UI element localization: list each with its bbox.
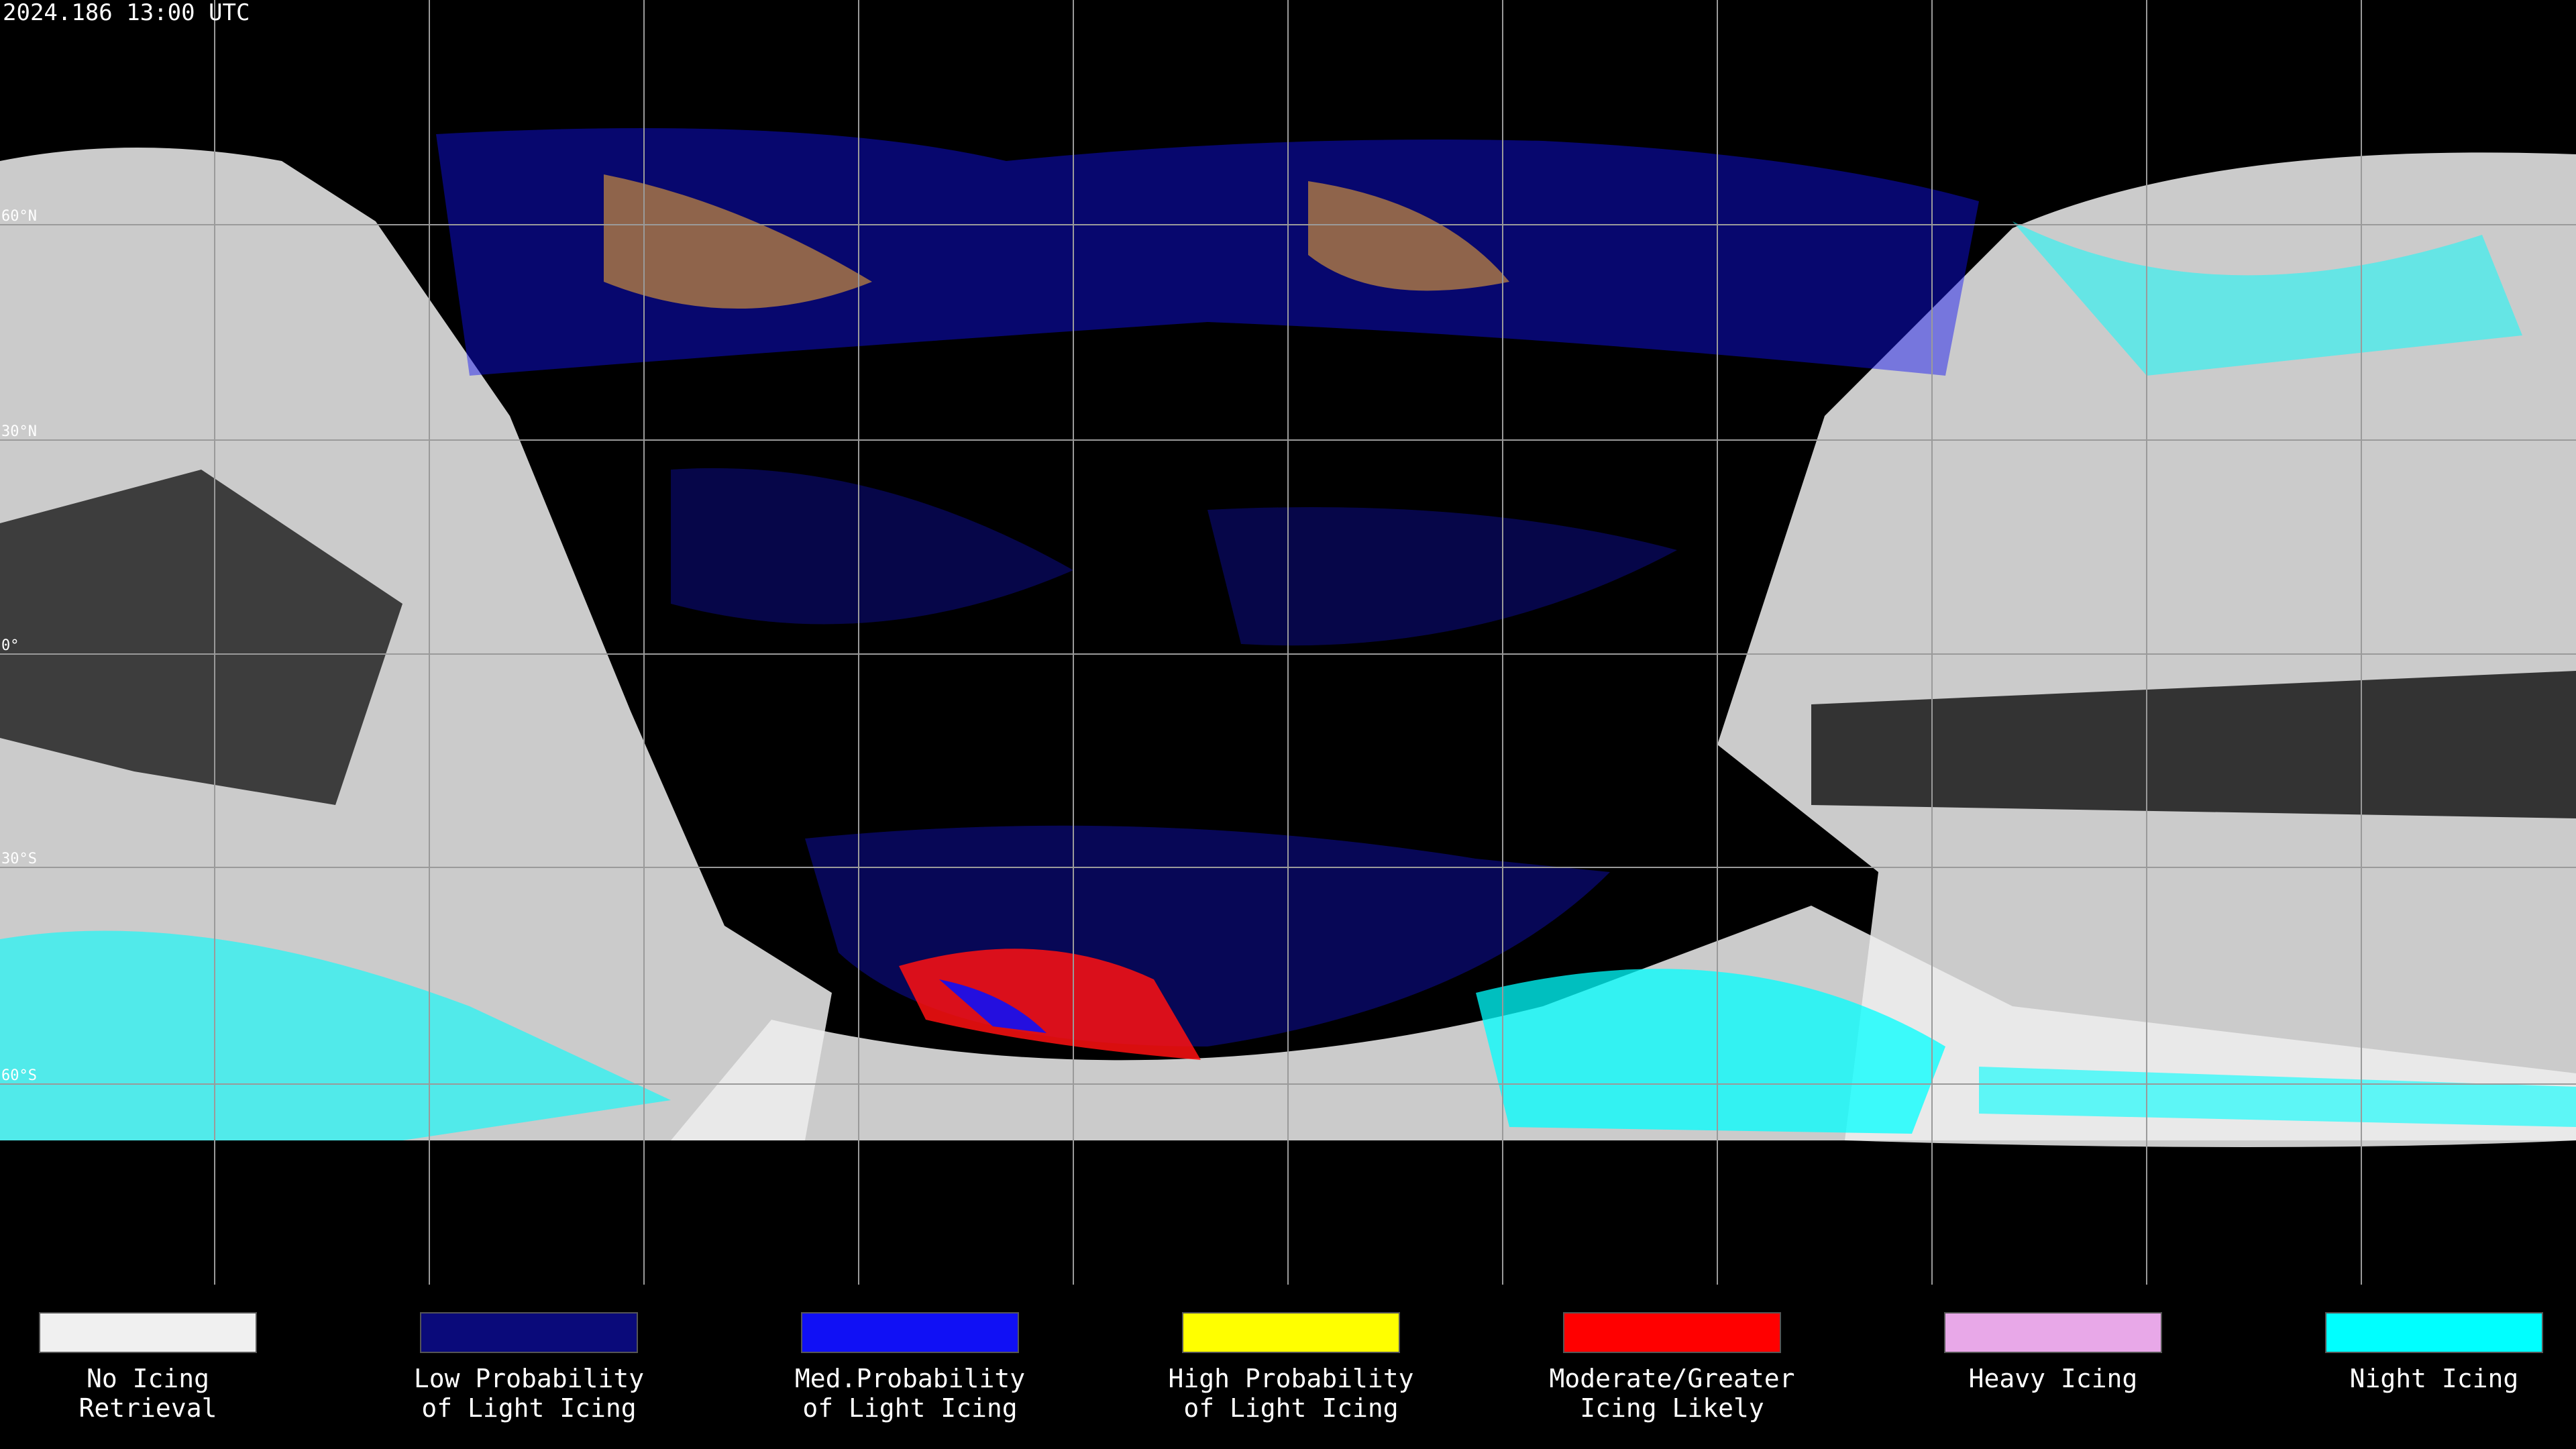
latitude-label: 60°N: [1, 208, 37, 225]
latitude-label: 0°: [1, 637, 19, 654]
legend-label: Icing Likely: [1580, 1393, 1764, 1423]
legend-swatch: [2325, 1312, 2543, 1353]
latitude-label: 30°N: [1, 423, 37, 440]
low-probability-area: [671, 468, 1677, 646]
graticule: [0, 0, 2576, 1285]
legend-swatch: [801, 1312, 1019, 1353]
legend-swatch: [1944, 1312, 2162, 1353]
legend-label: No Icing: [87, 1364, 209, 1393]
legend-swatch: [39, 1312, 257, 1353]
night-icing-area: [0, 930, 671, 1140]
legend-swatch: [1182, 1312, 1400, 1353]
clear-area: [1811, 671, 2576, 818]
latitude-labels: 60°N 30°N 0° 30°S 60°S: [1, 208, 37, 1084]
clear-area: [0, 470, 402, 805]
latitude-label: 60°S: [1, 1067, 37, 1084]
timestamp: 2024.186 13:00 UTC: [3, 0, 250, 26]
legend-label: of Light Icing: [802, 1393, 1017, 1423]
legend-label: Retrieval: [79, 1393, 217, 1423]
night-icing-area: [2012, 221, 2522, 376]
night-icing-area: [1979, 1067, 2576, 1127]
legend-label: Moderate/Greater: [1549, 1364, 1794, 1393]
moderate-icing-area: [899, 949, 1201, 1060]
med-probability-area: [436, 128, 1979, 376]
night-icing-area: [1476, 969, 1945, 1134]
legend-label: High Probability: [1168, 1364, 1413, 1393]
legend-swatch: [1563, 1312, 1781, 1353]
legend-label: Heavy Icing: [1969, 1364, 2138, 1393]
high-probability-area: [604, 174, 1509, 309]
legend-label: Med.Probability: [795, 1364, 1025, 1393]
legend-label: of Light Icing: [1183, 1393, 1398, 1423]
legend-label: Night Icing: [2350, 1364, 2519, 1393]
no-icing-area: [0, 148, 832, 1140]
legend-swatch: [420, 1312, 638, 1353]
legend-label: Low Probability: [414, 1364, 644, 1393]
latitude-label: 30°S: [1, 851, 37, 867]
legend-label: of Light Icing: [421, 1393, 636, 1423]
med-probability-area: [939, 979, 1046, 1033]
